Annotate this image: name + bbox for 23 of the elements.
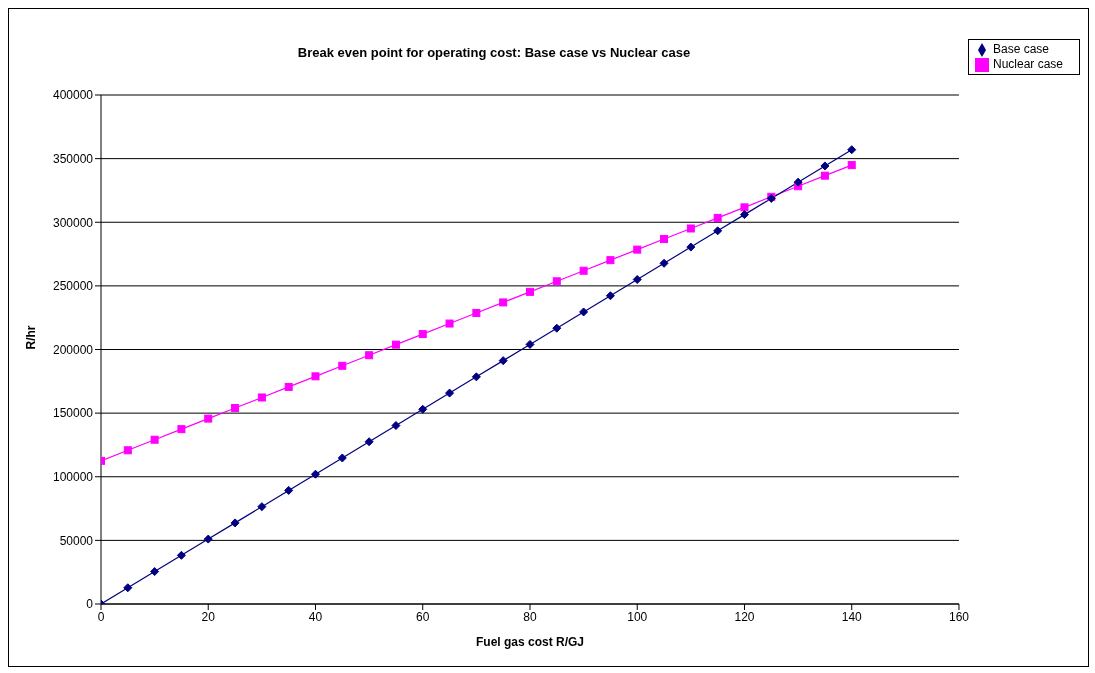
y-axis-title: R/hr	[24, 325, 39, 350]
legend-label: Base case	[992, 42, 1050, 56]
y-tick-label: 400000	[52, 88, 94, 103]
x-tick-label: 140	[841, 609, 863, 624]
y-tick-label: 100000	[52, 470, 94, 485]
y-tick-label: 250000	[52, 279, 94, 294]
x-tick-label: 20	[201, 609, 216, 624]
x-tick-label: 120	[734, 609, 755, 624]
x-tick-label: 0	[97, 609, 105, 624]
x-tick-label: 160	[948, 609, 970, 624]
x-tick-label: 100	[627, 609, 648, 624]
y-tick-label: 150000	[52, 406, 94, 421]
y-tick-label: 300000	[52, 215, 94, 230]
y-tick-label: 50000	[59, 533, 94, 548]
y-tick-label: 0	[86, 597, 94, 612]
y-tick-label: 200000	[52, 342, 94, 357]
x-axis-title: Fuel gas cost R/GJ	[475, 635, 584, 649]
chart-title: Break even point for operating cost: Base case vs Nuclear case	[296, 45, 692, 60]
x-tick-label: 80	[523, 609, 537, 624]
x-tick-label: 40	[308, 609, 323, 624]
x-tick-label: 60	[416, 609, 430, 624]
legend-label: Nuclear case	[992, 56, 1063, 71]
y-tick-label: 350000	[52, 151, 94, 166]
